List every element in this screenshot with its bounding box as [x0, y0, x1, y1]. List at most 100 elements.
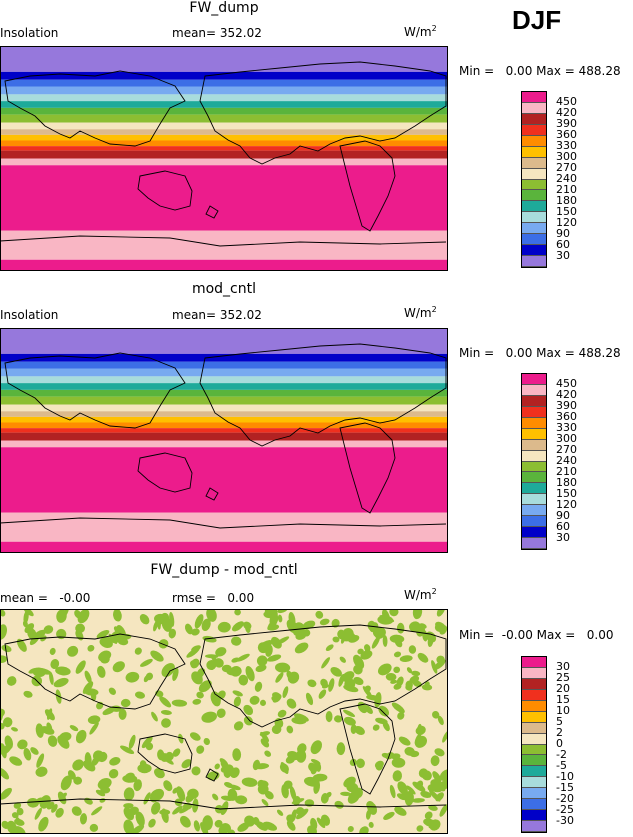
difference-speckle: [16, 638, 27, 652]
difference-speckle: [382, 721, 390, 732]
difference-speckle: [51, 804, 58, 813]
difference-speckle: [0, 767, 10, 780]
difference-speckle: [270, 636, 282, 649]
difference-speckle: [226, 668, 238, 676]
panel-2-mean: mean= 352.02: [172, 308, 262, 322]
difference-speckle: [378, 705, 390, 717]
difference-speckle: [292, 795, 301, 806]
difference-speckle: [286, 698, 297, 709]
colorbar-tick-label: 240: [556, 172, 577, 185]
insolation-band: [0, 165, 448, 231]
difference-speckle: [414, 733, 422, 745]
difference-speckle: [55, 807, 64, 818]
difference-speckle: [215, 647, 227, 657]
difference-speckle: [264, 750, 272, 757]
difference-speckle: [153, 620, 158, 632]
difference-speckle: [179, 805, 191, 814]
difference-speckle: [219, 758, 229, 768]
panel-3-minmax: Min = -0.00 Max = 0.00: [459, 628, 614, 642]
difference-speckle: [53, 677, 69, 688]
difference-speckle: [283, 780, 293, 789]
colorbar-swatch: [522, 395, 546, 407]
difference-speckle: [90, 690, 97, 702]
colorbar-tick-label: 150: [556, 204, 577, 218]
difference-speckle: [243, 621, 252, 630]
colorbar-tick-label: 270: [556, 161, 577, 175]
colorbar-swatch: [522, 711, 546, 723]
units-base: W/m: [404, 588, 432, 602]
insolation-band: [0, 368, 448, 377]
units-exponent: 2: [431, 24, 437, 33]
difference-speckle: [212, 793, 219, 801]
difference-speckle: [235, 795, 248, 805]
panel-2-colorbar-labels: 450 420 390 360 330 300 270 240 210 180 150 120 90 60…: [556, 373, 596, 548]
difference-speckle: [277, 614, 283, 623]
difference-speckle: [427, 634, 434, 648]
difference-speckle: [191, 628, 200, 636]
insolation-band: [0, 447, 448, 513]
difference-speckle: [108, 687, 116, 695]
colorbar-tick-label: 420: [556, 106, 577, 120]
difference-speckle: [406, 667, 413, 674]
panel-2-title: mod_cntl: [191, 281, 257, 297]
difference-speckle: [406, 785, 416, 795]
difference-speckle: [201, 711, 217, 723]
difference-speckle: [128, 734, 136, 749]
difference-speckle: [75, 660, 86, 674]
difference-speckle: [399, 655, 413, 662]
difference-speckle: [172, 805, 183, 815]
colorbar-tick-label: -25: [556, 802, 574, 816]
colorbar-tick-label: 150: [556, 486, 577, 500]
difference-speckle: [87, 644, 95, 652]
coastline: [0, 798, 447, 810]
difference-speckle: [347, 825, 354, 833]
difference-speckle: [172, 748, 181, 757]
colorbar-swatch: [522, 135, 546, 147]
colorbar-swatch: [522, 821, 546, 832]
colorbar-swatch: [522, 92, 546, 103]
difference-speckle: [169, 611, 175, 627]
difference-speckle: [260, 738, 270, 748]
panel-1-mean: mean= 352.02: [172, 26, 262, 40]
difference-speckle: [75, 729, 87, 744]
difference-speckle: [253, 763, 270, 770]
difference-speckle: [120, 745, 135, 755]
insolation-band: [0, 114, 448, 123]
difference-speckle: [342, 628, 354, 639]
panel-1-title: FW_dump: [189, 0, 259, 16]
coastline: [339, 140, 396, 232]
difference-speckle: [84, 670, 92, 684]
insolation-band: [0, 361, 448, 369]
units-base: W/m: [404, 306, 432, 320]
difference-speckle: [353, 654, 365, 669]
difference-speckle: [50, 658, 60, 670]
colorbar-tick-label: -5: [556, 758, 567, 772]
coastline: [0, 517, 447, 529]
difference-speckle: [160, 754, 174, 765]
difference-speckle: [123, 819, 134, 834]
difference-speckle: [171, 699, 188, 707]
difference-speckle: [424, 681, 430, 688]
colorbar-tick-label: 0: [556, 737, 563, 750]
panel-2-map: [0, 328, 448, 553]
difference-speckle: [123, 787, 135, 801]
colorbar-swatch: [522, 700, 546, 712]
colorbar-tick-label: 330: [556, 139, 577, 153]
colorbar-swatch: [522, 799, 546, 811]
colorbar-tick-label: -15: [556, 780, 574, 794]
colorbar-swatch: [522, 179, 546, 191]
insolation-band: [0, 411, 448, 417]
difference-speckle: [181, 759, 192, 769]
difference-speckle: [302, 620, 316, 630]
difference-speckle: [46, 708, 53, 720]
difference-speckle: [159, 809, 171, 815]
difference-speckle: [315, 610, 324, 619]
difference-speckle: [67, 645, 79, 657]
difference-speckle: [394, 806, 407, 816]
difference-speckle: [134, 691, 146, 699]
colorbar-tick-label: 20: [556, 682, 570, 696]
panel-3-units: W/m2: [404, 587, 437, 602]
colorbar-swatch: [522, 777, 546, 789]
difference-speckle: [286, 725, 294, 734]
difference-speckle: [385, 672, 397, 681]
